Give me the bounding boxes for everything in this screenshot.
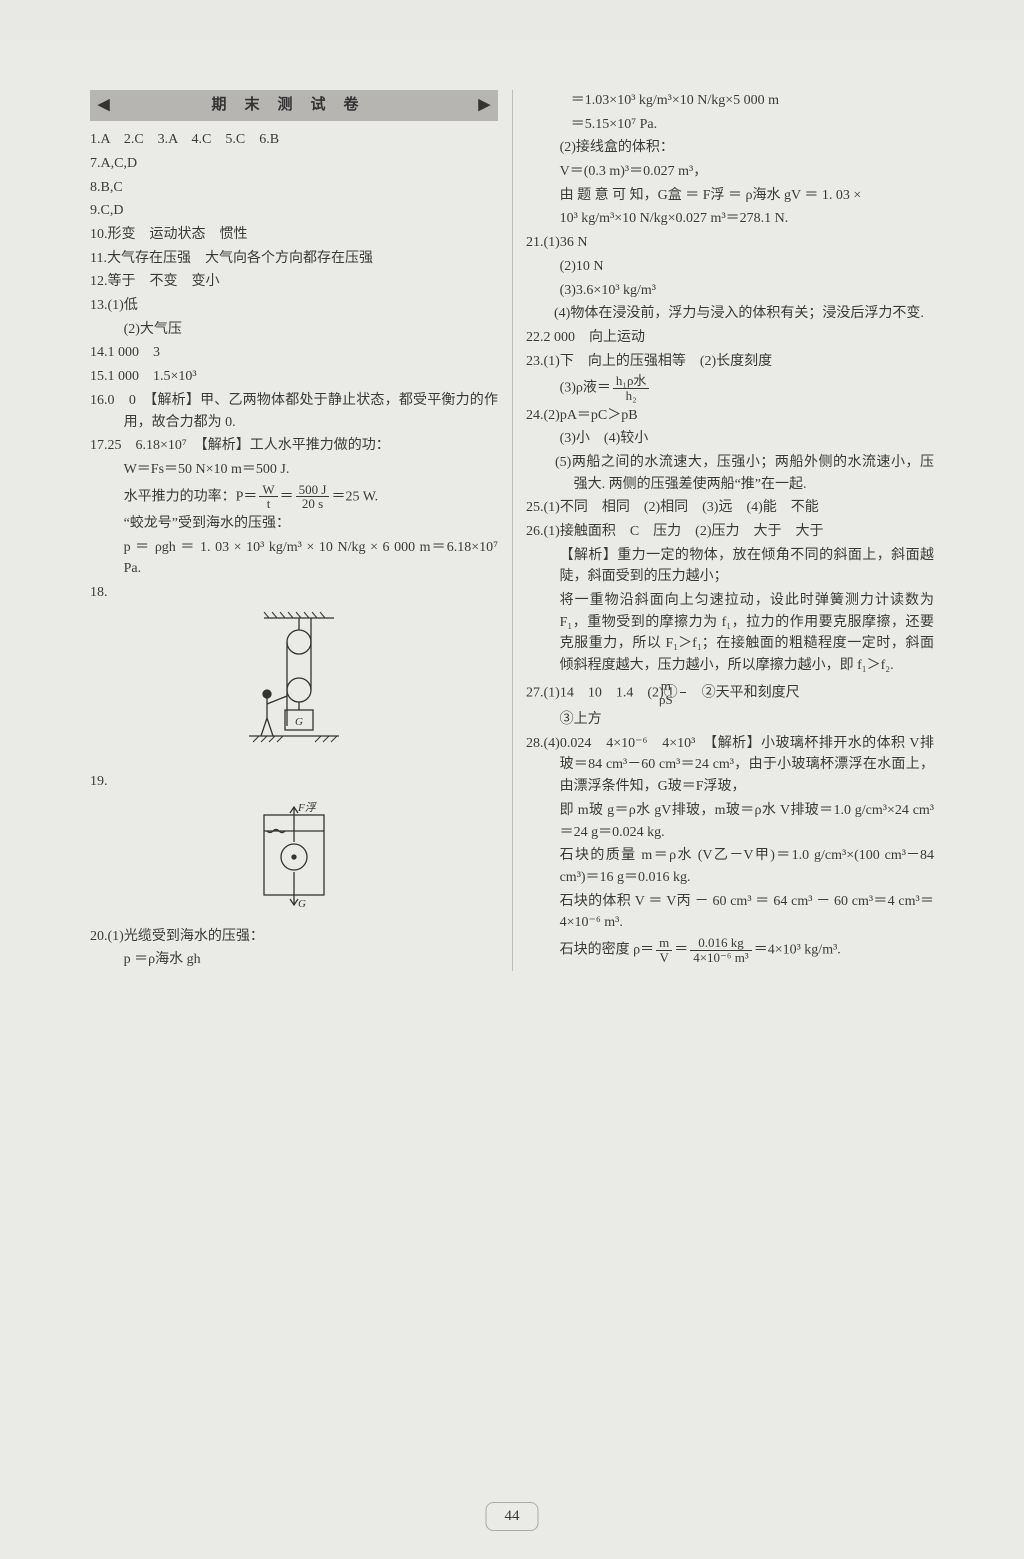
two-column-body: 期末测试卷 1.A 2.C 3.A 4.C 5.C 6.B 7.A,C,D 8.… bbox=[90, 90, 934, 971]
numerator: m bbox=[680, 679, 686, 694]
formula-line: V＝(0.3 m)³＝0.027 m³， bbox=[526, 161, 934, 183]
explain-line: 将一重物沿斜面向上匀速拉动，设此时弹簧测力计读数为 F₁，重物受到的摩擦力为 f… bbox=[526, 590, 934, 677]
q18-label: 18. bbox=[90, 585, 108, 600]
answer-line: 26.(1)接触面积 C 压力 (2)压力 大于 大于 bbox=[526, 521, 934, 543]
answer-line: 1.A 2.C 3.A 4.C 5.C 6.B bbox=[90, 129, 498, 151]
text: 石块的密度 ρ＝ bbox=[560, 942, 655, 957]
answer-subline: (2)10 N bbox=[526, 256, 934, 278]
pulley-svg: G bbox=[239, 608, 349, 758]
formula-line: 水平推力的功率：P＝Wt＝500 J20 s＝25 W. bbox=[90, 483, 498, 511]
answer-subline: (5)两船之间的水流速大，压强小；两船外侧的水流速小，压强大. 两侧的压强差使两… bbox=[526, 452, 934, 495]
answer-line: 16.0 0 【解析】甲、乙两物体都处于静止状态，都受平衡力的作用，故合力都为 … bbox=[90, 390, 498, 433]
answer-line: 21.(1)36 N bbox=[526, 232, 934, 254]
formula-line: 石块的密度 ρ＝mV＝0.016 kg4×10⁻⁶ m³＝4×10³ kg/m³… bbox=[526, 936, 934, 964]
text: 水平推力的功率：P＝ bbox=[124, 489, 258, 504]
text: 27.(1)14 10 1.4 (2)① bbox=[526, 685, 678, 700]
denominator: V bbox=[656, 951, 672, 965]
text: ＝ bbox=[280, 489, 294, 504]
q19-label: 19. bbox=[90, 774, 108, 789]
answer-line: 25.(1)不同 相同 (2)相同 (3)远 (4)能 不能 bbox=[526, 497, 934, 519]
fraction: mρS bbox=[678, 679, 688, 707]
text-line: “蛟龙号”受到海水的压强： bbox=[90, 513, 498, 535]
text: (3)ρ液＝ bbox=[560, 381, 611, 396]
answer-line: 17.25 6.18×10⁷ 【解析】工人水平推力做的功： bbox=[90, 435, 498, 457]
numerator: 500 J bbox=[296, 483, 330, 498]
formula-line: p ＝ ρgh ＝ 1. 03 × 10³ kg/m³ × 10 N/kg × … bbox=[90, 537, 498, 580]
answer-subline: (4)物体在浸没前，浮力与浸入的体积有关；浸没后浮力不变. bbox=[526, 303, 934, 325]
numerator: h₁ρ水 bbox=[613, 374, 650, 389]
answer-line: 28.(4)0.024 4×10⁻⁶ 4×10³ 【解析】小玻璃杯排开水的体积 … bbox=[526, 733, 934, 798]
formula-line: p ＝ρ海水 gh bbox=[90, 949, 498, 971]
formula-line: (3)ρ液＝h₁ρ水h₂ bbox=[526, 374, 934, 402]
buoyancy-svg: F浮 G bbox=[249, 797, 339, 912]
svg-text:F浮: F浮 bbox=[297, 801, 318, 814]
formula-line: 石块的质量 m＝ρ水 (V乙－V甲)＝1.0 g/cm³×(100 cm³－84… bbox=[526, 845, 934, 888]
answer-line: 10.形变 运动状态 惯性 bbox=[90, 224, 498, 246]
formula-line: 10³ kg/m³×10 N/kg×0.027 m³＝278.1 N. bbox=[526, 208, 934, 230]
text: ＝ bbox=[674, 942, 688, 957]
denominator: h₂ bbox=[613, 389, 650, 403]
pulley-figure: G bbox=[90, 608, 498, 766]
fraction: h₁ρ水h₂ bbox=[611, 374, 652, 402]
formula-line: 由 题 意 可 知，G盒 ＝ F浮 ＝ ρ海水 gV ＝ 1. 03 × bbox=[526, 185, 934, 207]
fraction: 0.016 kg4×10⁻⁶ m³ bbox=[688, 936, 754, 964]
answer-subline: (2)接线盒的体积： bbox=[526, 137, 934, 159]
numerator: W bbox=[259, 483, 277, 498]
answer-line: 24.(2)pA＝pC＞pB bbox=[526, 405, 934, 427]
answer-subline: (3)3.6×10³ kg/m³ bbox=[526, 280, 934, 302]
text: ＝4×10³ kg/m³. bbox=[754, 942, 841, 957]
answer-line: 23.(1)下 向上的压强相等 (2)长度刻度 bbox=[526, 351, 934, 373]
answer-subline: (2)大气压 bbox=[90, 319, 498, 341]
section-banner: 期末测试卷 bbox=[90, 90, 498, 121]
numerator: 0.016 kg bbox=[690, 936, 752, 951]
answer-line: 12.等于 不变 变小 bbox=[90, 271, 498, 293]
formula-line: ＝1.03×10³ kg/m³×10 N/kg×5 000 m bbox=[526, 90, 934, 112]
answer-line: 22.2 000 向上运动 bbox=[526, 327, 934, 349]
answer-line: 27.(1)14 10 1.4 (2)①mρS ②天平和刻度尺 bbox=[526, 679, 934, 707]
text: (5)两船之间的水流速大，压强小；两船外侧的水流速小，压强大. 两侧的压强差使两… bbox=[555, 455, 934, 492]
answer-line: 11.大气存在压强 大气向各个方向都存在压强 bbox=[90, 248, 498, 270]
fraction: 500 J20 s bbox=[294, 483, 332, 511]
answer-line: 8.B,C bbox=[90, 177, 498, 199]
answer-subline: ③上方 bbox=[526, 709, 934, 731]
denominator: ρS bbox=[680, 693, 686, 707]
numerator: m bbox=[656, 936, 672, 951]
answer-line: 20.(1)光缆受到海水的压强： bbox=[90, 926, 498, 948]
answer-line: 7.A,C,D bbox=[90, 153, 498, 175]
answer-line: 14.1 000 3 bbox=[90, 342, 498, 364]
page-number: 44 bbox=[486, 1502, 539, 1531]
text: (4)物体在浸没前，浮力与浸入的体积有关；浸没后浮力不变. bbox=[554, 306, 924, 321]
svg-text:G: G bbox=[295, 716, 303, 728]
answer-line: 15.1 000 1.5×10³ bbox=[90, 366, 498, 388]
denominator: t bbox=[259, 497, 277, 511]
formula-line: ＝5.15×10⁷ Pa. bbox=[526, 114, 934, 136]
answer-line: 9.C,D bbox=[90, 200, 498, 222]
fraction: mV bbox=[654, 936, 674, 964]
denominator: 4×10⁻⁶ m³ bbox=[690, 951, 752, 965]
figure-block: 18. bbox=[90, 582, 498, 765]
figure-block: 19. F浮 bbox=[90, 771, 498, 919]
buoyancy-figure: F浮 G bbox=[90, 797, 498, 920]
answer-subline: (3)小 (4)较小 bbox=[526, 428, 934, 450]
explain-line: 【解析】重力一定的物体，放在倾角不同的斜面上，斜面越陡，斜面受到的压力越小； bbox=[526, 545, 934, 588]
formula-line: 石块的体积 V ＝ V丙 － 60 cm³ ＝ 64 cm³ － 60 cm³＝… bbox=[526, 891, 934, 934]
denominator: 20 s bbox=[296, 497, 330, 511]
svg-text:G: G bbox=[298, 898, 306, 910]
answer-line: 13.(1)低 bbox=[90, 295, 498, 317]
formula-line: W＝Fs＝50 N×10 m＝500 J. bbox=[90, 459, 498, 481]
text: ②天平和刻度尺 bbox=[688, 685, 800, 700]
formula-line: 即 m玻 g＝ρ水 gV排玻，m玻＝ρ水 V排玻＝1.0 g/cm³×24 cm… bbox=[526, 800, 934, 843]
text: ＝25 W. bbox=[331, 489, 378, 504]
page: 期末测试卷 1.A 2.C 3.A 4.C 5.C 6.B 7.A,C,D 8.… bbox=[0, 40, 1024, 1559]
fraction: Wt bbox=[257, 483, 279, 511]
